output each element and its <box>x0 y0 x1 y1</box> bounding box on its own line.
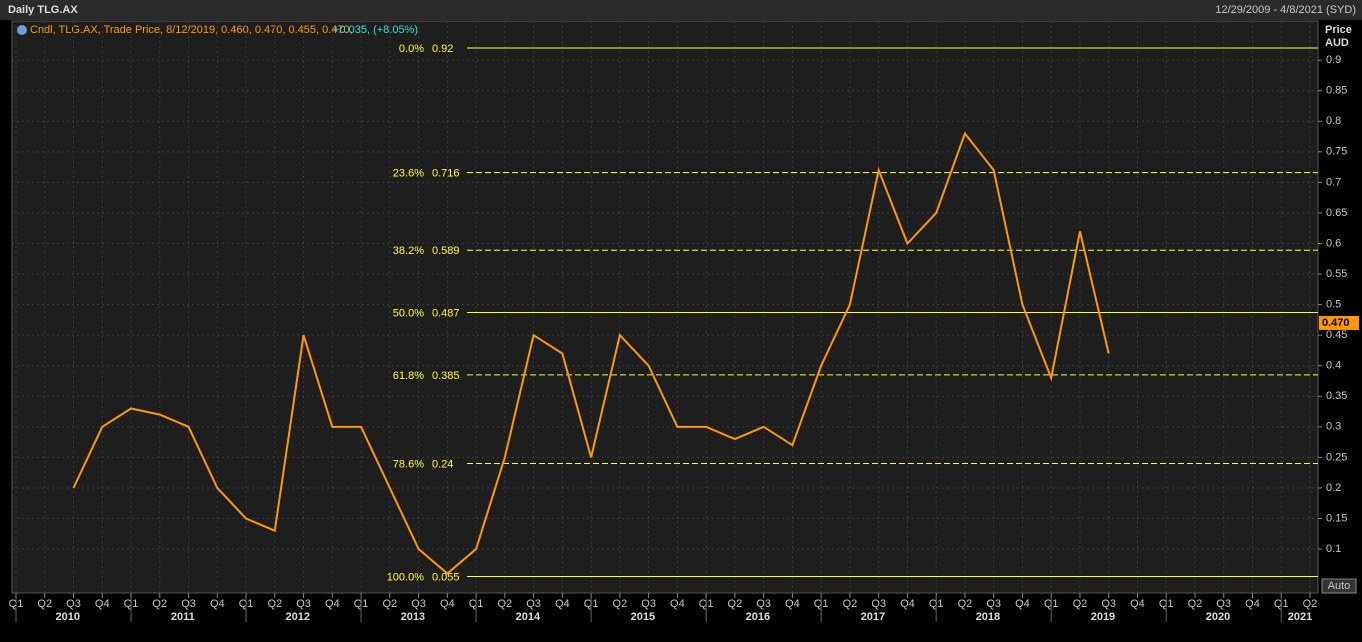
y-tick-label: 0.45 <box>1326 329 1347 341</box>
fib-value: 0.487 <box>432 307 460 319</box>
x-tick-label: Q2 <box>152 598 167 610</box>
y-tick-label: 0.8 <box>1326 115 1341 127</box>
x-tick-label: Q4 <box>440 598 455 610</box>
year-label: 2021 <box>1288 611 1312 623</box>
year-label: 2019 <box>1091 611 1115 623</box>
x-tick-label: Q2 <box>498 598 513 610</box>
year-label: 2014 <box>516 611 541 623</box>
x-tick-label: Q4 <box>1130 598 1145 610</box>
fib-value: 0.589 <box>432 245 460 257</box>
x-tick-label: Q3 <box>181 598 196 610</box>
x-tick-label: Q2 <box>958 598 973 610</box>
y-tick-label: 0.15 <box>1326 512 1347 524</box>
x-tick-label: Q3 <box>1101 598 1116 610</box>
x-tick-label: Q3 <box>411 598 426 610</box>
x-tick-label: Q2 <box>1303 598 1318 610</box>
year-label: 2012 <box>286 611 310 623</box>
last-price-badge <box>1319 315 1359 330</box>
legend-change: +0.035, (+8.05%) <box>333 24 418 36</box>
year-label: 2016 <box>746 611 770 623</box>
header-bar <box>0 0 1362 20</box>
fib-value: 0.716 <box>432 168 460 180</box>
x-tick-label: Q2 <box>37 598 52 610</box>
x-tick-label: Q4 <box>785 598 800 610</box>
y-axis-unit: AUD <box>1325 37 1349 49</box>
chart-title: Daily TLG.AX <box>8 4 78 16</box>
fib-pct: 61.8% <box>393 370 424 382</box>
fib-value: 0.92 <box>432 43 453 55</box>
fib-pct: 38.2% <box>393 245 424 257</box>
year-label: 2018 <box>976 611 1000 623</box>
y-tick-label: 0.3 <box>1326 421 1341 433</box>
y-tick-label: 0.35 <box>1326 390 1347 402</box>
legend-icon <box>17 25 27 35</box>
x-tick-label: Q3 <box>641 598 656 610</box>
y-tick-label: 0.4 <box>1326 360 1341 372</box>
y-tick-label: 0.75 <box>1326 146 1347 158</box>
year-label: 2017 <box>861 611 885 623</box>
year-label: 2015 <box>631 611 655 623</box>
year-label: 2011 <box>171 611 195 623</box>
x-tick-label: Q4 <box>900 598 915 610</box>
x-tick-label: Q3 <box>296 598 311 610</box>
fib-pct: 78.6% <box>393 458 424 470</box>
x-tick-label: Q2 <box>613 598 628 610</box>
y-tick-label: 0.25 <box>1326 451 1347 463</box>
fib-pct: 50.0% <box>393 307 424 319</box>
y-tick-label: 0.9 <box>1326 54 1341 66</box>
x-tick-label: Q2 <box>728 598 743 610</box>
legend-text: Cndl, TLG.AX, Trade Price, 8/12/2019, 0.… <box>30 24 353 36</box>
x-tick-label: Q2 <box>382 598 397 610</box>
x-tick-label: Q2 <box>843 598 858 610</box>
x-tick-label: Q4 <box>95 598 110 610</box>
x-tick-label: Q4 <box>670 598 685 610</box>
auto-label[interactable]: Auto <box>1328 580 1351 592</box>
auto-button[interactable] <box>1321 578 1357 594</box>
y-tick-label: 0.1 <box>1326 543 1341 555</box>
x-tick-label: Q2 <box>1073 598 1088 610</box>
x-tick-label: Q2 <box>267 598 282 610</box>
y-tick-label: 0.6 <box>1326 237 1341 249</box>
x-tick-label: Q2 <box>1188 598 1203 610</box>
fib-value: 0.055 <box>432 571 460 583</box>
x-tick-label: Q4 <box>555 598 570 610</box>
y-tick-label: 0.85 <box>1326 85 1347 97</box>
y-axis-title: Price <box>1325 24 1352 36</box>
fib-pct: 23.6% <box>393 168 424 180</box>
last-price-label: 0.470 <box>1322 317 1350 329</box>
plot-area <box>11 20 1319 594</box>
x-tick-label: Q3 <box>756 598 771 610</box>
y-tick-label: 0.55 <box>1326 268 1347 280</box>
y-tick-label: 0.2 <box>1326 482 1341 494</box>
x-tick-label: Q3 <box>66 598 81 610</box>
x-tick-label: Q3 <box>986 598 1001 610</box>
x-tick-label: Q4 <box>210 598 225 610</box>
x-tick-label: Q4 <box>1015 598 1030 610</box>
fib-value: 0.385 <box>432 370 460 382</box>
fib-pct: 100.0% <box>387 571 425 583</box>
x-tick-label: Q3 <box>871 598 886 610</box>
year-label: 2013 <box>401 611 425 623</box>
price-line <box>72 131 1110 575</box>
y-tick-label: 0.5 <box>1326 299 1341 311</box>
x-tick-label: Q4 <box>325 598 340 610</box>
x-tick-label: Q3 <box>1216 598 1231 610</box>
date-range: 12/29/2009 - 4/8/2021 (SYD) <box>1215 4 1356 16</box>
x-tick-label: Q4 <box>1245 598 1260 610</box>
year-label: 2010 <box>56 611 80 623</box>
year-label: 2020 <box>1206 611 1230 623</box>
fib-pct: 0.0% <box>399 43 424 55</box>
fib-value: 0.24 <box>432 458 453 470</box>
y-tick-label: 0.65 <box>1326 207 1347 219</box>
x-tick-label: Q3 <box>526 598 541 610</box>
y-tick-label: 0.7 <box>1326 176 1341 188</box>
